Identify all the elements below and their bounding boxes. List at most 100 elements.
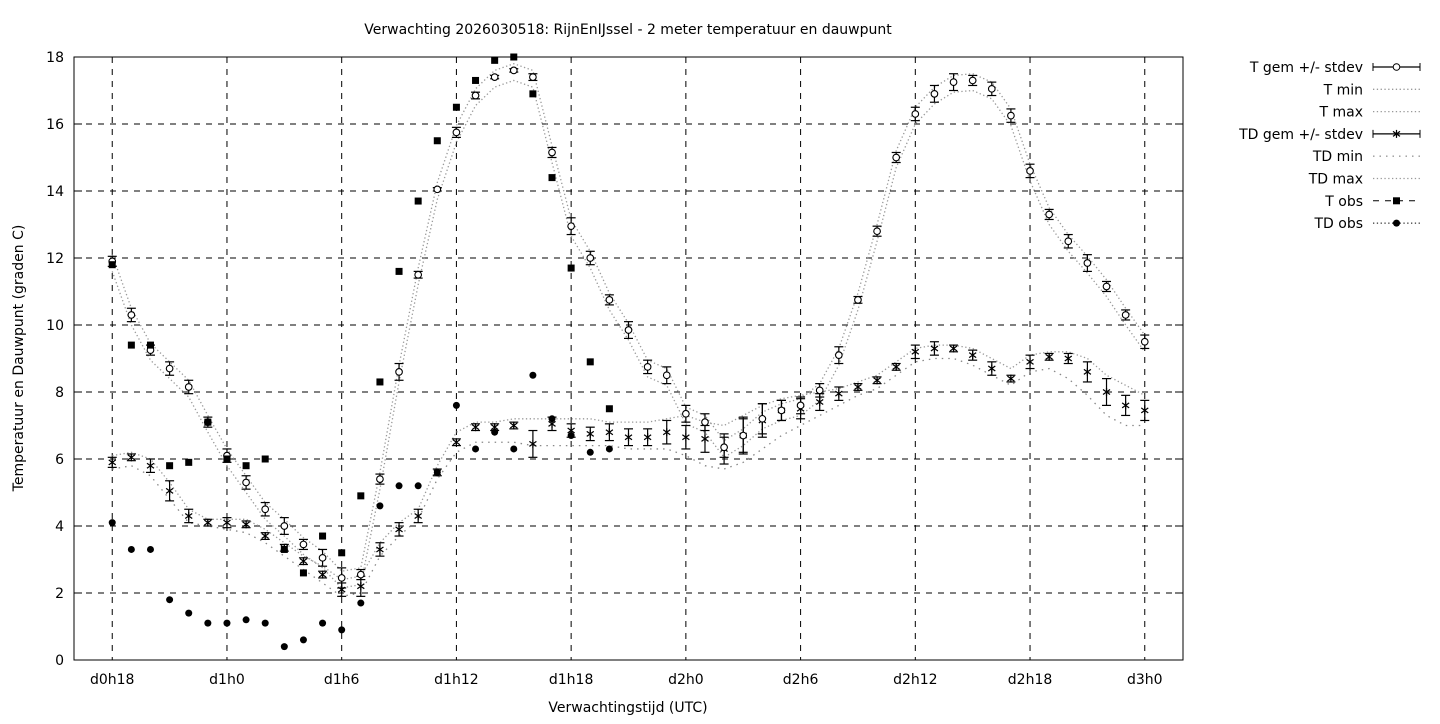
t-obs-point [567, 264, 575, 272]
t-gem-point [529, 73, 537, 81]
td-gem-point [1102, 388, 1111, 396]
td-gem-point [930, 344, 939, 353]
t-gem-point [1102, 282, 1111, 291]
td-obs-point [223, 619, 231, 627]
t-obs-point [472, 76, 480, 84]
t-gem-point [796, 401, 805, 410]
t-gem-point [1064, 237, 1073, 246]
legend-circle-icon [1392, 63, 1401, 71]
td-obs-point [433, 468, 441, 476]
td-gem-point [242, 520, 250, 529]
t-gem-point [1026, 167, 1034, 175]
td-obs-point [548, 415, 556, 423]
x-tick-label: d2h6 [783, 672, 819, 688]
t-gem-point [643, 363, 652, 371]
td-gem-point [184, 511, 193, 520]
t-gem-point [624, 326, 633, 334]
legend-label: T max [1318, 105, 1363, 121]
t-gem-point [662, 371, 671, 380]
axis-ticks: 0 2 4 6 8 10 12 14 16 18 d0h18 d1h0 d1h6 d1h12 d1h18 d2… [46, 50, 1183, 688]
td-obs-point [376, 502, 384, 510]
t-gem-point [127, 311, 136, 319]
td-gem-point [261, 532, 270, 541]
t-gem-point [949, 78, 958, 86]
t-gem-point [242, 478, 250, 487]
td-obs-point [472, 445, 480, 453]
t-gem-point [758, 414, 767, 423]
y-tick-label: 6 [55, 452, 64, 468]
t-gem-point [1121, 311, 1130, 319]
t-obs-point [299, 569, 307, 577]
t-gem-point [834, 351, 843, 360]
grid [74, 57, 1183, 660]
legend-asterisk-icon [1392, 129, 1401, 138]
td-gem-point [815, 398, 824, 407]
t-obs-point [185, 458, 193, 466]
y-tick-label: 2 [55, 586, 64, 602]
y-tick-label: 8 [55, 385, 64, 401]
td-gem-point [682, 433, 690, 442]
legend-label: T obs [1324, 194, 1363, 210]
td-gem-point [395, 525, 403, 534]
t-gem-point [586, 254, 595, 262]
td-obs-point [491, 428, 499, 436]
t-gem-point [911, 110, 920, 118]
td-gem-point [1121, 401, 1130, 410]
td-gem-point [1026, 357, 1034, 366]
t-gem-point [280, 522, 289, 530]
t-obs-point [127, 341, 135, 349]
td-obs-point [357, 599, 365, 607]
t-gem-point [337, 574, 346, 582]
y-tick-label: 14 [46, 184, 64, 200]
td-obs-point [605, 445, 613, 453]
td-gem-point [376, 545, 384, 554]
td-obs-point [338, 626, 346, 634]
x-axis-label: Verwachtingstijd (UTC) [548, 700, 707, 716]
td-gem-point [662, 428, 671, 437]
td-gem-point [968, 351, 977, 360]
t-gem-point [184, 383, 193, 391]
t-gem-point [682, 409, 690, 418]
t-gem-point [433, 185, 442, 194]
t-gem-point [1140, 337, 1149, 346]
td-gem-point [586, 429, 595, 438]
t-gem-point [548, 148, 556, 157]
t-obs-point [280, 545, 288, 553]
legend-label: TD max [1308, 172, 1363, 188]
td-gem-point [834, 389, 843, 398]
t-obs-point [376, 378, 384, 386]
y-tick-label: 18 [46, 50, 64, 66]
t-obs-point [433, 137, 441, 145]
t-gem-point [968, 76, 977, 85]
td-gem-point [223, 518, 231, 527]
td-obs-point [146, 545, 154, 553]
x-tick-label: d1h18 [549, 672, 593, 688]
legend-square-icon [1393, 197, 1400, 205]
t-obs-point [605, 405, 613, 413]
td-gem-point [1007, 374, 1015, 383]
t-obs-point [242, 462, 250, 470]
legend-label: TD min [1312, 149, 1363, 165]
x-tick-label: d2h12 [893, 672, 937, 688]
t-gem-point [854, 296, 862, 304]
t-obs-point [357, 492, 365, 500]
td-gem-point [356, 582, 365, 591]
td-obs-point [261, 619, 269, 627]
y-tick-label: 0 [55, 653, 64, 669]
td-gem-point [605, 428, 614, 437]
td-obs-point [299, 636, 307, 644]
t-gem-point [701, 418, 709, 427]
legend-label: TD gem +/- stdev [1238, 127, 1363, 143]
t-obs-point [223, 455, 231, 463]
td-gem-point [1083, 367, 1092, 376]
t-gem-point [471, 91, 480, 100]
t-obs-point [261, 455, 269, 463]
t-gem-point [395, 368, 403, 376]
t-gem-point [490, 73, 499, 81]
t-gem-point [452, 128, 461, 137]
td-obs-point [414, 482, 422, 490]
t-obs-point [586, 358, 594, 366]
t-gem-point [299, 540, 308, 549]
td-gem-point [127, 453, 136, 462]
